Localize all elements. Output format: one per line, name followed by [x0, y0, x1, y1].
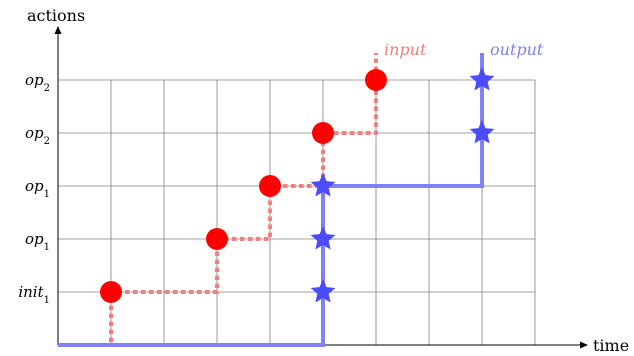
y-axis-title: actions [27, 6, 85, 25]
input-point [365, 69, 387, 91]
output-point [469, 67, 495, 91]
legend-input-label: input [384, 40, 427, 59]
legend-output-label: output [490, 40, 544, 59]
input-point [100, 281, 122, 303]
row-labels: init1 op1 op1 op2 op2 [18, 71, 50, 306]
output-point [469, 120, 495, 144]
input-point [312, 122, 334, 144]
input-point [259, 175, 281, 197]
row-label: op2 [25, 71, 50, 94]
x-axis-title: time [593, 336, 629, 355]
output-point [310, 226, 336, 250]
row-label: op1 [25, 230, 50, 253]
x-axis-arrow [580, 341, 588, 349]
series-output [58, 53, 495, 347]
grid [58, 79, 536, 345]
row-label: op1 [25, 177, 50, 200]
output-point [310, 279, 336, 303]
row-label: op2 [25, 124, 50, 147]
series-input [58, 53, 387, 347]
output-point [310, 173, 336, 197]
row-label: init1 [18, 283, 50, 306]
axes: actions time [27, 6, 629, 355]
legend: input output [384, 40, 544, 59]
y-axis-arrow [54, 26, 62, 34]
input-point [206, 228, 228, 250]
